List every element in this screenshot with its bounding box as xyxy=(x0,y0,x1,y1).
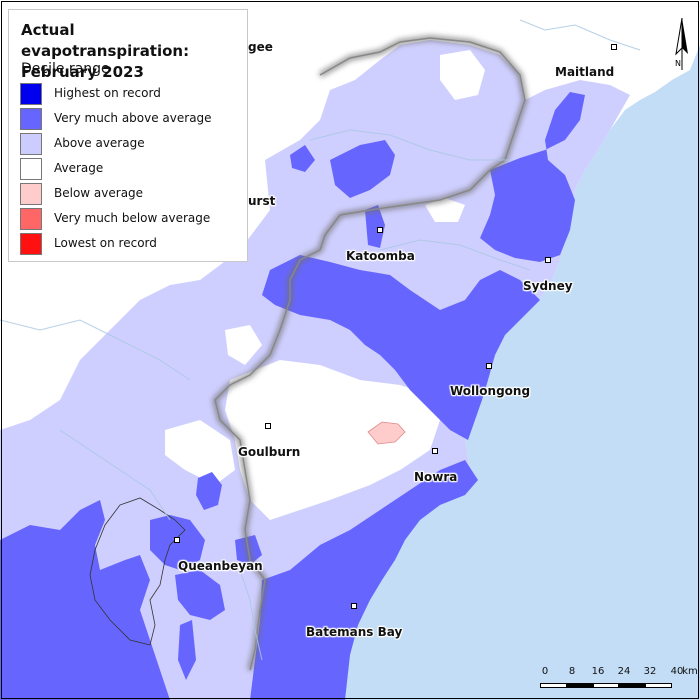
very-much-above-average-regions xyxy=(0,92,585,700)
legend-item-label: Above average xyxy=(54,136,145,150)
river-1 xyxy=(309,129,510,161)
region-vmaa-south-mid xyxy=(175,570,225,620)
scale-segment xyxy=(619,683,645,688)
batemans-bay-marker xyxy=(351,603,357,609)
maitland-marker xyxy=(611,44,617,50)
region-average-west xyxy=(165,420,235,485)
legend-item-label: Average xyxy=(54,161,104,175)
region-vmaa-south xyxy=(250,460,478,700)
sydney-marker xyxy=(545,257,551,263)
scale-tick-label: 0 xyxy=(541,666,549,677)
scale-segment xyxy=(567,683,593,688)
region-vmaa-katoomba-north xyxy=(330,140,395,198)
region-vmaa-south-small-2 xyxy=(178,620,196,680)
legend-swatch xyxy=(20,83,42,105)
region-average-mid xyxy=(225,325,262,365)
region-below-average xyxy=(367,421,406,445)
place-label-nowra: Nowra xyxy=(414,470,458,484)
scale-segment xyxy=(540,683,567,688)
scale-tick-label: 24 xyxy=(617,666,631,677)
legend-item-label: Highest on record xyxy=(54,86,161,100)
act-border xyxy=(89,497,186,646)
place-label-queanbeyan: Queanbeyan xyxy=(178,559,263,573)
north-arrow-icon: N xyxy=(675,18,688,70)
river-5 xyxy=(239,569,263,661)
region-vmaa-west xyxy=(196,472,222,510)
wollongong-marker xyxy=(486,363,492,369)
place-label-wollongong: Wollongong xyxy=(450,384,531,398)
scale-segment xyxy=(645,683,672,688)
legend-item-label: Below average xyxy=(54,186,144,200)
region-vmaa-small-1 xyxy=(290,145,315,172)
region-average-goulburn xyxy=(225,360,440,520)
scale-tick-label: 40 xyxy=(670,666,684,677)
region-vmaa-central xyxy=(262,255,540,440)
place-label-goulburn: Goulburn xyxy=(238,445,301,459)
legend-title: Actual evapotranspiration: February 2023 xyxy=(21,21,190,81)
legend-item-label: Very much below average xyxy=(54,211,211,225)
place-label-batemans-bay: Batemans Bay xyxy=(306,625,403,639)
river-3 xyxy=(0,319,191,381)
katoomba-marker xyxy=(377,227,383,233)
legend-subtitle: Decile range xyxy=(21,61,110,77)
legend-swatch xyxy=(20,233,42,255)
legend-swatch xyxy=(20,183,42,205)
scale-bar: 0 8 16 24 32 40 km xyxy=(540,666,698,692)
goulburn-marker xyxy=(265,423,271,429)
north-label: N xyxy=(675,59,681,68)
scale-segment xyxy=(593,683,619,688)
legend-swatch xyxy=(20,133,42,155)
place-label-katoomba: Katoomba xyxy=(346,249,415,263)
nowra-marker xyxy=(432,448,438,454)
region-vmaa-northeast xyxy=(480,92,585,262)
region-average-north xyxy=(440,50,485,100)
place-label-bathurst-partial: urst xyxy=(248,194,276,208)
legend-swatch xyxy=(20,208,42,230)
river-4 xyxy=(59,429,171,521)
legend-item-label: Lowest on record xyxy=(54,236,157,250)
place-label-mudgee-partial: gee xyxy=(248,40,273,54)
region-average-small xyxy=(425,198,465,222)
river-7 xyxy=(519,19,641,51)
map-legend: Actual evapotranspiration: February 2023… xyxy=(8,9,248,262)
legend-item-label: Very much above average xyxy=(54,111,212,125)
scale-unit-label: km xyxy=(682,666,698,677)
scale-tick-label: 32 xyxy=(643,666,657,677)
region-outline xyxy=(214,37,526,671)
legend-swatch xyxy=(20,158,42,180)
place-label-maitland: Maitland xyxy=(555,65,615,79)
scale-tick-label: 16 xyxy=(591,666,605,677)
scale-tick-label: 8 xyxy=(568,666,576,677)
queanbeyan-marker xyxy=(174,537,180,543)
sea-area xyxy=(340,45,700,700)
river-2 xyxy=(379,239,531,271)
legend-swatch xyxy=(20,108,42,130)
place-label-sydney: Sydney xyxy=(523,279,573,293)
region-vmaa-southwest xyxy=(0,500,170,700)
region-vmaa-katoomba xyxy=(365,205,385,248)
